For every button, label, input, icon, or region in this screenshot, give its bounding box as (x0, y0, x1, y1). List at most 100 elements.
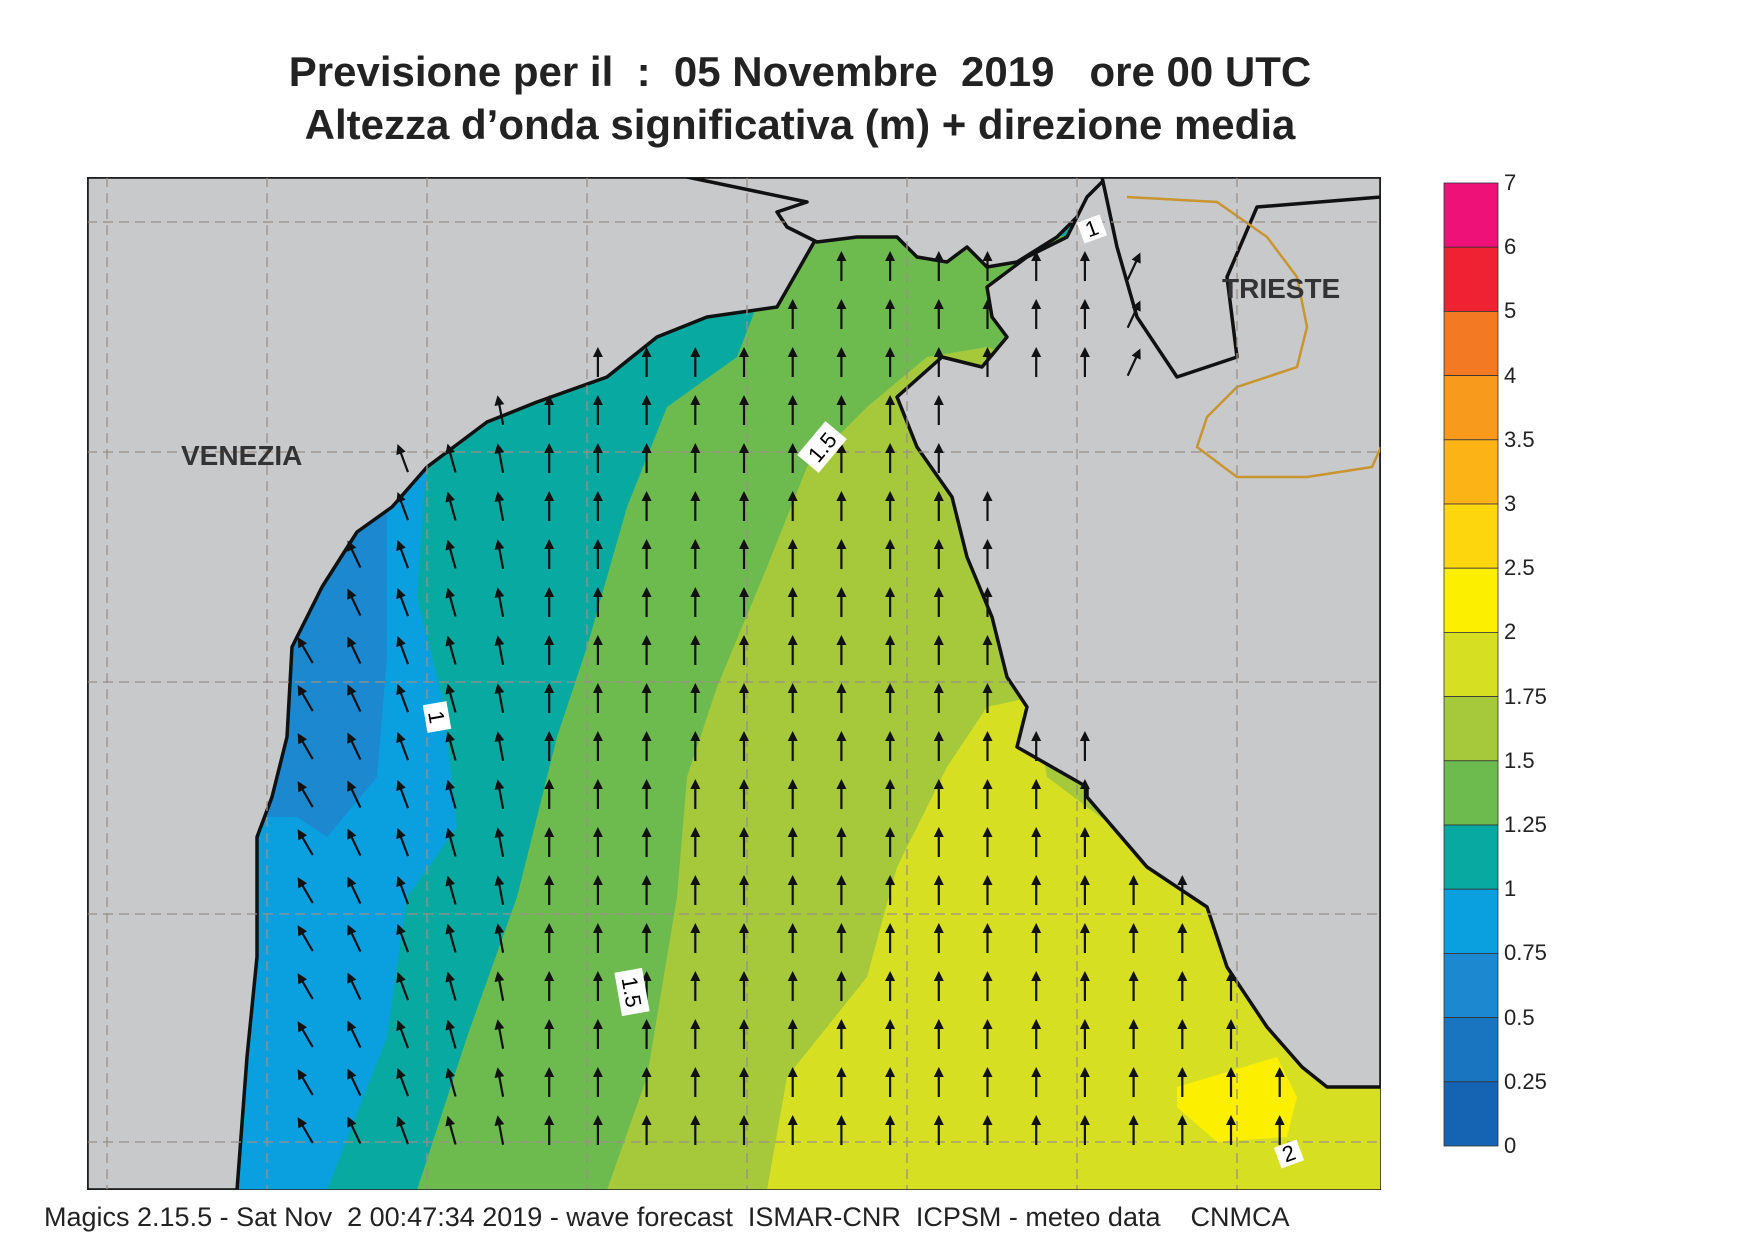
direction-arrow (1177, 1019, 1188, 1049)
direction-arrow (445, 923, 457, 953)
direction-arrow (690, 1019, 701, 1049)
direction-arrow (396, 540, 410, 569)
direction-arrow (690, 827, 701, 857)
direction-arrow (933, 1115, 944, 1145)
direction-arrow (396, 636, 410, 665)
direction-arrow (933, 635, 944, 665)
direction-arrow (933, 1067, 944, 1097)
direction-arrow (885, 731, 896, 761)
direction-arrow (297, 829, 314, 856)
direction-arrow (297, 1021, 314, 1048)
legend-tick-label: 0.75 (1504, 940, 1547, 966)
direction-arrow (836, 923, 847, 953)
direction-arrow (494, 539, 505, 569)
direction-arrow (1177, 923, 1188, 953)
direction-arrow (787, 635, 798, 665)
direction-arrow (347, 684, 362, 713)
direction-arrow (544, 731, 555, 761)
wave-map: 1.5 1 1.5 1 2 (85, 175, 1383, 1192)
direction-arrow (1274, 1067, 1285, 1097)
direction-arrow (1226, 1067, 1236, 1097)
direction-arrow (982, 875, 993, 905)
direction-arrow (739, 923, 749, 953)
direction-arrow (445, 731, 457, 761)
legend-tick-label: 1 (1504, 876, 1517, 902)
direction-arrow (836, 1067, 847, 1097)
direction-arrow (739, 683, 749, 713)
direction-arrow (641, 779, 652, 809)
map-subtitle: Altezza d’onda significativa (m) + direz… (304, 101, 1296, 148)
direction-arrow (982, 683, 993, 713)
contour-labels: 1.5 1 1.5 1 2 (422, 214, 1305, 1169)
direction-arrow (1274, 1115, 1285, 1145)
direction-arrow (1177, 875, 1188, 905)
direction-arrow (641, 683, 652, 713)
direction-arrow (885, 1115, 896, 1145)
direction-arrow (347, 1116, 362, 1145)
direction-arrow (885, 683, 896, 713)
direction-arrow (592, 635, 603, 665)
direction-arrow (396, 732, 410, 761)
direction-arrow (396, 1116, 410, 1145)
direction-arrow (592, 779, 603, 809)
direction-arrow (739, 1067, 749, 1097)
direction-arrow (347, 828, 362, 857)
direction-arrow (1128, 923, 1139, 953)
direction-arrow (836, 443, 847, 473)
direction-arrow (885, 347, 896, 377)
direction-arrow (297, 973, 314, 1000)
direction-arrow (592, 539, 603, 569)
direction-arrow (982, 827, 993, 857)
direction-arrow (641, 539, 652, 569)
svg-text:1.5: 1.5 (617, 975, 647, 1009)
direction-arrow (787, 779, 798, 809)
direction-arrow (739, 875, 749, 905)
direction-arrow (297, 1069, 314, 1096)
direction-arrow (982, 1019, 993, 1049)
direction-arrow (933, 299, 944, 329)
direction-arrow (592, 971, 603, 1001)
direction-arrow (1079, 827, 1090, 857)
direction-arrow (1079, 1067, 1090, 1097)
direction-arrow (982, 923, 993, 953)
direction-arrow (592, 875, 603, 905)
direction-arrow (297, 781, 314, 808)
direction-arrow (787, 395, 798, 425)
legend-tick-label: 1.25 (1504, 812, 1547, 837)
direction-arrow (641, 1115, 652, 1145)
direction-arrow (347, 924, 362, 953)
direction-arrow (787, 491, 798, 521)
direction-arrow (690, 395, 701, 425)
direction-arrow (494, 875, 505, 905)
direction-arrow (1031, 1019, 1042, 1049)
direction-arrow (933, 683, 944, 713)
direction-arrow (982, 635, 993, 665)
direction-arrow (592, 731, 603, 761)
direction-arrow (690, 923, 701, 953)
direction-arrow (1079, 347, 1090, 377)
direction-arrow (933, 491, 944, 521)
direction-arrow (641, 731, 652, 761)
direction-arrow (982, 251, 993, 281)
direction-arrow (445, 1019, 457, 1049)
direction-arrow (836, 635, 847, 665)
direction-arrow (396, 444, 410, 473)
legend-tick-label: 1.5 (1504, 747, 1535, 773)
direction-arrow (1079, 251, 1090, 281)
direction-arrow (933, 347, 944, 377)
direction-arrow (544, 683, 555, 713)
legend-tick-label: 0.25 (1504, 1068, 1547, 1094)
direction-arrow (690, 587, 701, 617)
direction-arrow (1226, 971, 1236, 1001)
direction-arrow (347, 588, 362, 617)
direction-arrow (787, 1019, 798, 1049)
direction-arrow (641, 827, 652, 857)
legend-swatch (1443, 503, 1499, 569)
direction-arrow (396, 780, 410, 809)
direction-arrow (396, 924, 410, 953)
direction-arrow (933, 923, 944, 953)
direction-arrow (787, 299, 798, 329)
city-label-venezia: VENEZIA (181, 440, 303, 471)
direction-arrow (739, 779, 749, 809)
direction-arrow (836, 779, 847, 809)
